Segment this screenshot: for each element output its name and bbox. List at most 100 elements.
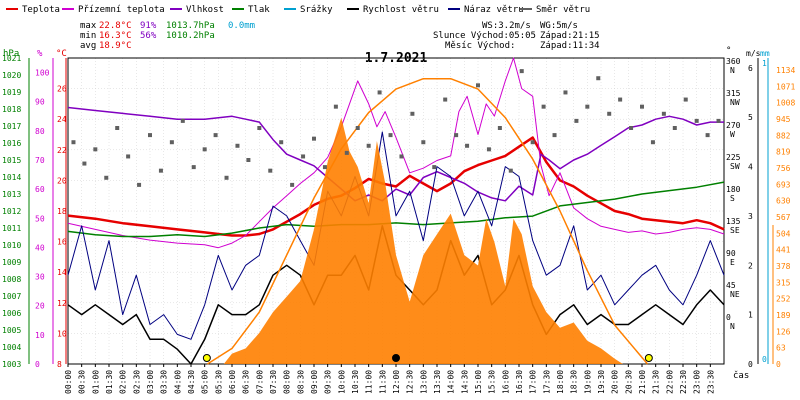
x-tick-label-18: 09:00 <box>310 370 319 394</box>
axis-pressure-tick-7: 1010 <box>2 241 21 250</box>
series-2-line <box>67 106 724 202</box>
axis-solar-tick-12: 756 <box>776 164 791 173</box>
axis-pressure-tick-18: 1021 <box>2 54 21 63</box>
legend-label-1: Přízemní teplota <box>78 5 165 15</box>
axis-temp-unit: °C <box>56 49 67 59</box>
wind-direction-point <box>290 182 295 187</box>
axis-wind-tick-6: 6 <box>748 64 753 73</box>
wind-direction-point <box>377 90 382 95</box>
axis-humidity-tick-0: 0 <box>35 360 40 369</box>
axis-pressure-tick-6: 1009 <box>2 258 21 267</box>
x-tick-label-41: 20:30 <box>624 370 633 394</box>
axis-temp-tick-8: 24 <box>57 115 67 124</box>
wind-direction-point <box>169 140 174 145</box>
wind-direction-point <box>202 147 207 152</box>
axis-pressure-tick-11: 1014 <box>2 173 21 182</box>
axis-pressure-tick-12: 1015 <box>2 156 21 165</box>
series-3-line <box>67 181 725 238</box>
stat-max-rain: 0.0mm <box>228 21 255 31</box>
series-0-line <box>67 136 725 237</box>
axis-temp-tick-0: 8 <box>57 360 62 369</box>
x-tick-label-4: 02:00 <box>119 370 128 394</box>
wind-direction-point <box>694 118 699 123</box>
axis-wind-tick-1: 1 <box>748 311 753 320</box>
x-tick-label-20: 10:00 <box>337 370 346 394</box>
wind-direction-point <box>661 111 666 116</box>
x-tick-label-45: 22:30 <box>679 370 688 394</box>
info-sunset: Západ:21:15 <box>540 31 600 41</box>
stat-avg-label: avg <box>80 41 96 51</box>
x-tick-label-22: 11:00 <box>365 370 374 394</box>
axis-humidity-unit: % <box>37 49 43 59</box>
axis-temp-tick-5: 18 <box>57 207 67 216</box>
wind-direction-point <box>235 143 240 148</box>
axis-wind-unit: m/s <box>746 49 761 58</box>
axis-temp-tick-7: 22 <box>57 146 67 155</box>
axis-temp-tick-3: 14 <box>57 268 67 277</box>
x-tick-label-16: 08:00 <box>283 370 292 394</box>
axis-solar-tick-16: 1008 <box>776 99 795 108</box>
wind-direction-point <box>683 97 688 102</box>
legend-label-2: Vlhkost <box>186 5 224 15</box>
axis-solar-tick-9: 567 <box>776 213 791 222</box>
axis-solar-tick-11: 693 <box>776 180 791 189</box>
wind-direction-point <box>672 126 677 130</box>
info-sunrise: Slunce Východ:05:05 <box>433 31 536 41</box>
axis-direction-dir-7: NW <box>730 98 740 107</box>
axis-direction-deg-1: 45 <box>726 281 736 290</box>
wind-direction-point <box>388 133 393 138</box>
legend-label-3: Tlak <box>248 5 270 15</box>
axis-direction-dir-4: S <box>730 194 735 203</box>
x-tick-label-30: 15:00 <box>474 370 483 394</box>
stat-min-press: 1010.2hPa <box>166 31 215 41</box>
axis-solar-tick-2: 126 <box>776 327 791 336</box>
wind-direction-point <box>115 126 120 130</box>
axis-humidity-tick-8: 80 <box>35 127 45 136</box>
wind-direction-point <box>585 104 590 109</box>
stat-min-label: min <box>80 31 96 41</box>
wind-direction-point <box>224 175 229 180</box>
axis-pressure-tick-14: 1017 <box>2 122 21 131</box>
wind-direction-point <box>607 111 612 116</box>
series-5-line <box>67 131 725 340</box>
x-tick-label-7: 03:30 <box>160 370 169 394</box>
wind-direction-point <box>640 104 644 109</box>
axis-direction-deg-0: 0 <box>726 313 731 322</box>
axis-rain-tick-min: 0 <box>762 355 767 364</box>
axis-solar-tick-15: 945 <box>776 115 791 124</box>
stat-min-hum: 56% <box>140 31 157 41</box>
axis-direction-deg-5: 225 <box>726 153 741 162</box>
axis-solar-tick-6: 378 <box>776 262 791 271</box>
axis-pressure-tick-10: 1013 <box>2 190 21 199</box>
axis-humidity-tick-3: 30 <box>35 273 45 282</box>
axis-humidity-tick-5: 50 <box>35 214 45 223</box>
x-tick-label-47: 23:30 <box>706 370 715 394</box>
axis-direction-dir-5: SW <box>730 162 740 171</box>
stat-max-hum: 91% <box>140 21 157 31</box>
x-tick-label-23: 11:30 <box>378 370 387 394</box>
x-tick-label-14: 07:00 <box>255 370 264 394</box>
x-axis-label: čas <box>733 370 749 381</box>
axis-rain-tick-max: 1 <box>762 59 767 68</box>
axis-solar-tick-17: 1071 <box>776 82 795 91</box>
axis-pressure-tick-5: 1008 <box>2 275 21 284</box>
wind-direction-point <box>432 165 437 170</box>
wind-direction-point <box>399 154 404 159</box>
wind-direction-point <box>148 133 152 138</box>
axis-pressure-tick-0: 1003 <box>2 360 21 369</box>
wind-direction-point <box>716 118 721 123</box>
wind-direction-point <box>421 140 426 145</box>
axis-pressure-tick-8: 1011 <box>2 224 21 233</box>
axis-pressure-tick-17: 1020 <box>2 71 21 80</box>
info-moonrise: Měsíc Východ: <box>445 41 515 51</box>
x-tick-label-2: 01:00 <box>91 370 100 394</box>
x-tick-label-19: 09:30 <box>324 370 333 394</box>
x-tick-label-42: 21:00 <box>638 370 647 394</box>
axis-direction-dir-8: N <box>730 66 735 75</box>
axis-direction-dir-2: E <box>730 258 735 267</box>
x-tick-label-25: 12:30 <box>406 370 415 394</box>
axis-pressure-tick-9: 1012 <box>2 207 21 216</box>
x-tick-label-21: 10:30 <box>351 370 360 394</box>
